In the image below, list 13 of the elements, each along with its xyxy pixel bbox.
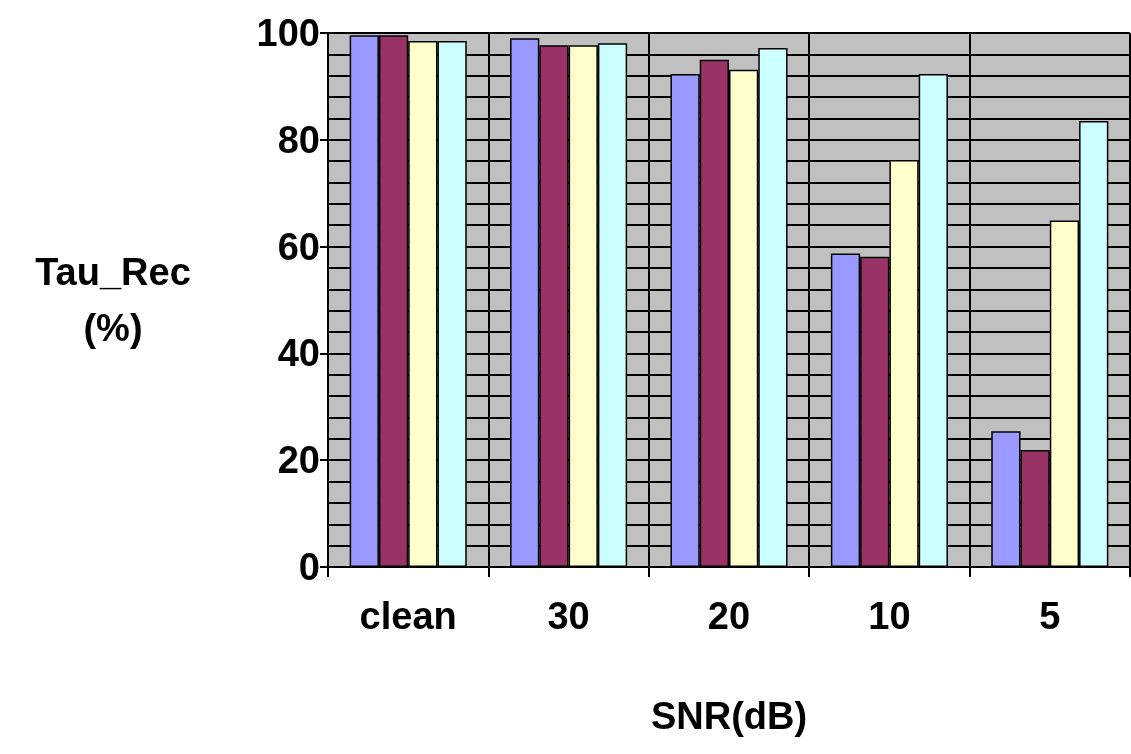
- y-tick-label: 60: [277, 225, 320, 268]
- y-tick-label: 80: [277, 118, 320, 161]
- y-tick-label: 100: [256, 12, 320, 54]
- x-tick-label: clean: [359, 595, 457, 637]
- x-axis-title: SNR(dB): [650, 695, 808, 737]
- x-tick-label: 30: [547, 595, 590, 637]
- y-tick-label: 0: [298, 546, 320, 588]
- y-tick-label: 20: [277, 439, 320, 482]
- y-axis-title: Tau_Rec (%): [35, 251, 191, 349]
- y-tick-label: 40: [277, 332, 320, 375]
- x-tick-label: 10: [868, 595, 911, 637]
- x-tick-label: 5: [1039, 595, 1061, 637]
- x-tick-label: 20: [707, 595, 751, 637]
